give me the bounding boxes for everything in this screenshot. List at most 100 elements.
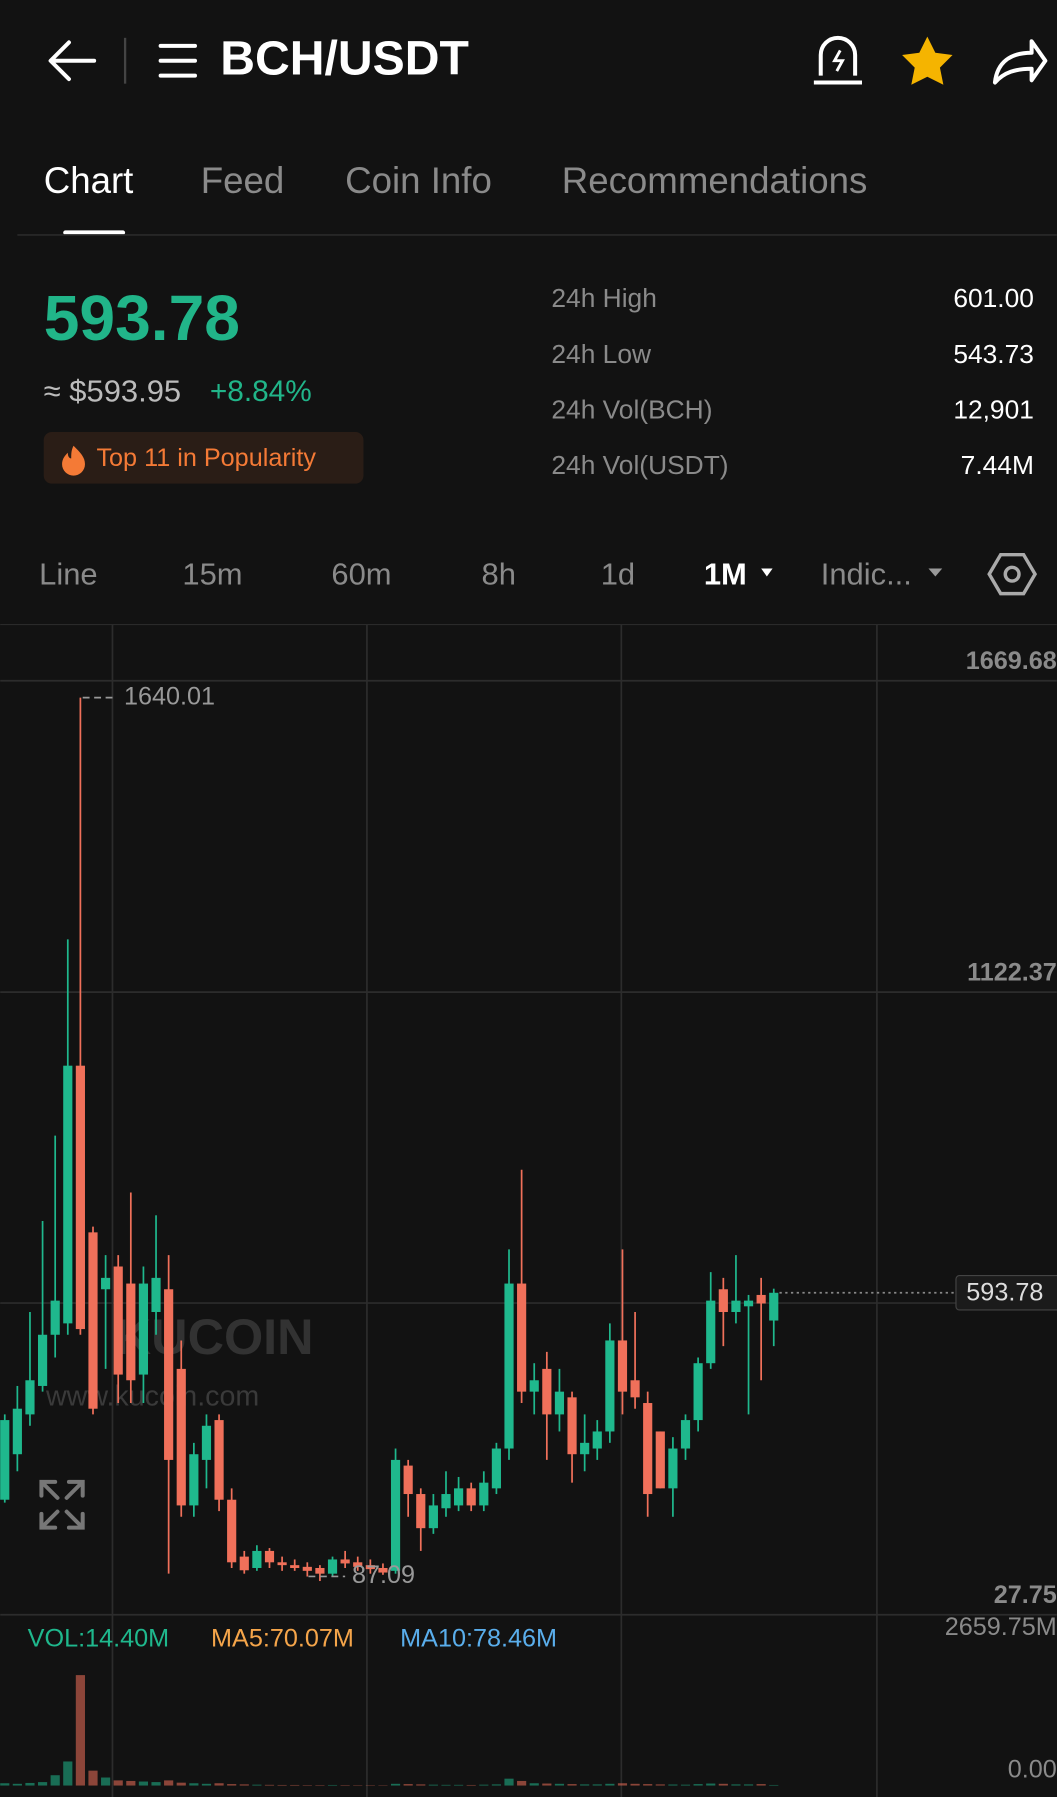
volume-bar bbox=[529, 1783, 539, 1786]
last-price-label: 593.78 bbox=[966, 1279, 1043, 1307]
candle-body bbox=[302, 1566, 312, 1571]
candle-body bbox=[189, 1454, 199, 1506]
volume-bar bbox=[517, 1780, 527, 1786]
volume-bar bbox=[617, 1783, 628, 1786]
volume-bar bbox=[554, 1783, 565, 1786]
volume-bar bbox=[454, 1784, 464, 1786]
tab[interactable]: Coin Info bbox=[345, 160, 492, 201]
high-marker: 1640.01 bbox=[124, 682, 215, 710]
volume-bar bbox=[176, 1782, 186, 1786]
tab[interactable]: Chart bbox=[44, 160, 134, 201]
stat-value: 601.00 bbox=[953, 283, 1034, 313]
volume-bar bbox=[201, 1783, 212, 1786]
candle-body bbox=[12, 1408, 22, 1455]
tab[interactable]: Feed bbox=[201, 160, 285, 201]
candle-body bbox=[151, 1277, 161, 1313]
stat-label: 24h Vol(BCH) bbox=[551, 394, 712, 424]
share-button[interactable] bbox=[992, 39, 1048, 85]
candle-body bbox=[340, 1559, 350, 1564]
volume-bar bbox=[769, 1784, 779, 1786]
stat-label: 24h Vol(USDT) bbox=[551, 450, 728, 480]
interval-tab[interactable]: 8h bbox=[482, 557, 516, 592]
volume-bar bbox=[466, 1784, 476, 1786]
candle-body bbox=[655, 1431, 665, 1489]
candle-body bbox=[428, 1505, 438, 1529]
volume-bar bbox=[239, 1784, 249, 1786]
volume-bar bbox=[542, 1783, 552, 1786]
badge[interactable] bbox=[43, 432, 364, 484]
volume-bar bbox=[491, 1784, 501, 1786]
candle-body bbox=[567, 1397, 577, 1455]
candle-body bbox=[680, 1420, 691, 1449]
stat-value: 7.44M bbox=[961, 450, 1034, 480]
candle-body bbox=[353, 1562, 363, 1567]
candle-body bbox=[416, 1494, 426, 1529]
candle-body bbox=[378, 1567, 388, 1573]
settings-button[interactable] bbox=[987, 552, 1038, 596]
volume-bar bbox=[668, 1784, 678, 1786]
dropdown-icon bbox=[928, 568, 943, 577]
volume-bar bbox=[25, 1782, 35, 1786]
volume-bar bbox=[390, 1783, 401, 1786]
volume-bar bbox=[731, 1784, 741, 1786]
candle-body bbox=[365, 1565, 375, 1570]
volume-bar bbox=[252, 1784, 262, 1786]
candle-body bbox=[643, 1403, 653, 1495]
candle-body bbox=[718, 1289, 728, 1313]
candle-body bbox=[706, 1300, 716, 1364]
price-change: +8.84% bbox=[210, 375, 312, 408]
candle-body bbox=[403, 1465, 413, 1495]
interval-tab[interactable]: 1d bbox=[601, 557, 635, 592]
y-tick-label: 1122.37 bbox=[967, 958, 1057, 986]
tab[interactable]: Recommendations bbox=[562, 160, 868, 201]
back-button[interactable] bbox=[48, 40, 97, 82]
volume-bar bbox=[327, 1784, 338, 1786]
stat-value: 12,901 bbox=[953, 394, 1034, 424]
y-tick-label: 1669.68 bbox=[966, 647, 1057, 675]
volume-bar bbox=[441, 1784, 451, 1786]
interval-tab[interactable]: Line bbox=[39, 557, 97, 592]
candle-body bbox=[756, 1294, 766, 1304]
ma5-label: MA5:70.07M bbox=[211, 1625, 354, 1653]
volume-bar bbox=[743, 1784, 754, 1786]
fullscreen-button[interactable] bbox=[39, 1479, 85, 1530]
volume-bar bbox=[227, 1784, 237, 1786]
candle-body bbox=[491, 1448, 501, 1489]
candle-body bbox=[529, 1380, 539, 1392]
candle-body bbox=[37, 1334, 48, 1386]
candle-body bbox=[390, 1459, 401, 1571]
candle-body bbox=[592, 1431, 602, 1449]
candle-body bbox=[769, 1292, 779, 1321]
volume-bar bbox=[504, 1778, 514, 1786]
last-price-tag bbox=[955, 1275, 1057, 1311]
candle-body bbox=[327, 1559, 338, 1574]
y-tick-label: 27.75 bbox=[994, 1581, 1057, 1609]
volume-bar bbox=[479, 1784, 489, 1786]
interval-tab[interactable]: Indic... bbox=[821, 557, 912, 592]
candle-body bbox=[580, 1442, 590, 1455]
interval-tab[interactable]: 1M bbox=[704, 557, 747, 592]
interval-tab[interactable]: 15m bbox=[182, 557, 242, 592]
interval-tab[interactable]: 60m bbox=[331, 557, 391, 592]
candle-body bbox=[554, 1391, 565, 1415]
volume-bar bbox=[580, 1784, 590, 1786]
alert-button[interactable] bbox=[813, 35, 862, 85]
fire-icon bbox=[62, 445, 85, 476]
ma10-label: MA10:78.46M bbox=[400, 1625, 557, 1653]
volume-bar bbox=[756, 1784, 766, 1786]
stat-value: 543.73 bbox=[953, 339, 1034, 369]
vol-label: VOL:14.40M bbox=[28, 1625, 170, 1653]
candle-body bbox=[176, 1368, 186, 1506]
candle-body bbox=[0, 1420, 10, 1500]
menu-button[interactable] bbox=[158, 43, 198, 78]
candle-body bbox=[239, 1556, 249, 1571]
favorite-button[interactable] bbox=[902, 36, 953, 85]
volume-bar bbox=[277, 1784, 287, 1786]
candle-body bbox=[630, 1380, 640, 1398]
volume-bar bbox=[88, 1770, 98, 1786]
volume-bar bbox=[643, 1784, 653, 1786]
candle-body bbox=[617, 1340, 628, 1392]
volume-bar bbox=[592, 1784, 602, 1786]
volume-bar bbox=[428, 1784, 438, 1786]
